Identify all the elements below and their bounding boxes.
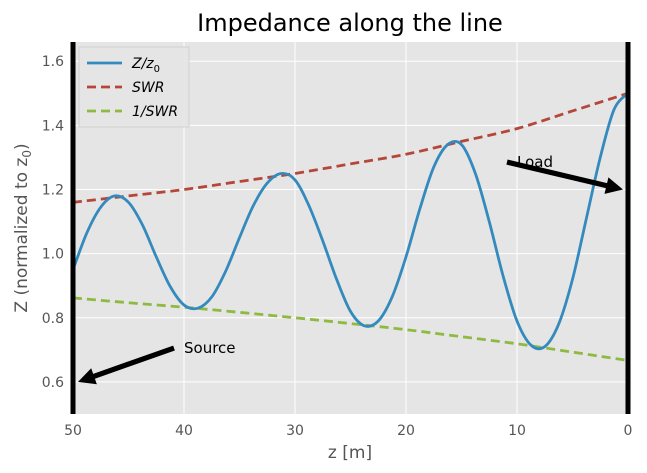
y-tick-label: 0.6 <box>42 375 64 391</box>
x-axis-label: z [m] <box>328 443 372 463</box>
y-axis-label-subscript: 0 <box>20 150 34 158</box>
x-tick-label: 20 <box>397 423 415 439</box>
annotation-arrow-source <box>78 345 175 385</box>
x-tick-label: 10 <box>508 423 526 439</box>
series-line-z-z0 <box>71 92 630 351</box>
y-axis-label: Z (normalized to z0) <box>12 143 34 312</box>
y-tick-label: 1.2 <box>42 183 64 199</box>
boundary-lines <box>70 42 631 414</box>
y-axis-label-main: Z (normalized to z <box>12 158 32 313</box>
y-tick-label: 0.8 <box>42 311 64 327</box>
grid <box>72 42 629 414</box>
annotation-source: Source <box>184 339 236 357</box>
chart-title: Impedance along the line <box>197 9 503 37</box>
x-tick-label: 50 <box>64 423 82 439</box>
y-tick-label: 1.6 <box>42 54 64 70</box>
y-axis-label-close: ) <box>12 143 32 150</box>
legend: Z/z0 SWR 1/SWR <box>78 46 190 128</box>
x-tick-label: 0 <box>624 423 633 439</box>
legend-box <box>78 46 190 128</box>
legend-label-1-swr: 1/SWR <box>132 104 178 120</box>
series-layer <box>71 91 630 362</box>
y-tick-label: 1.4 <box>42 118 64 134</box>
series-line-swr <box>72 91 629 204</box>
annotation-arrow-load <box>506 159 623 194</box>
legend-label-z-z0: Z/z0 <box>131 56 160 75</box>
axis-ticks: 50 40 30 20 10 0 0.6 0.8 1.0 1.2 1.4 1.6 <box>42 54 633 439</box>
x-tick-label: 40 <box>175 423 193 439</box>
y-tick-label: 1.0 <box>42 247 64 263</box>
x-tick-label: 30 <box>286 423 304 439</box>
legend-label-swr: SWR <box>132 80 164 96</box>
